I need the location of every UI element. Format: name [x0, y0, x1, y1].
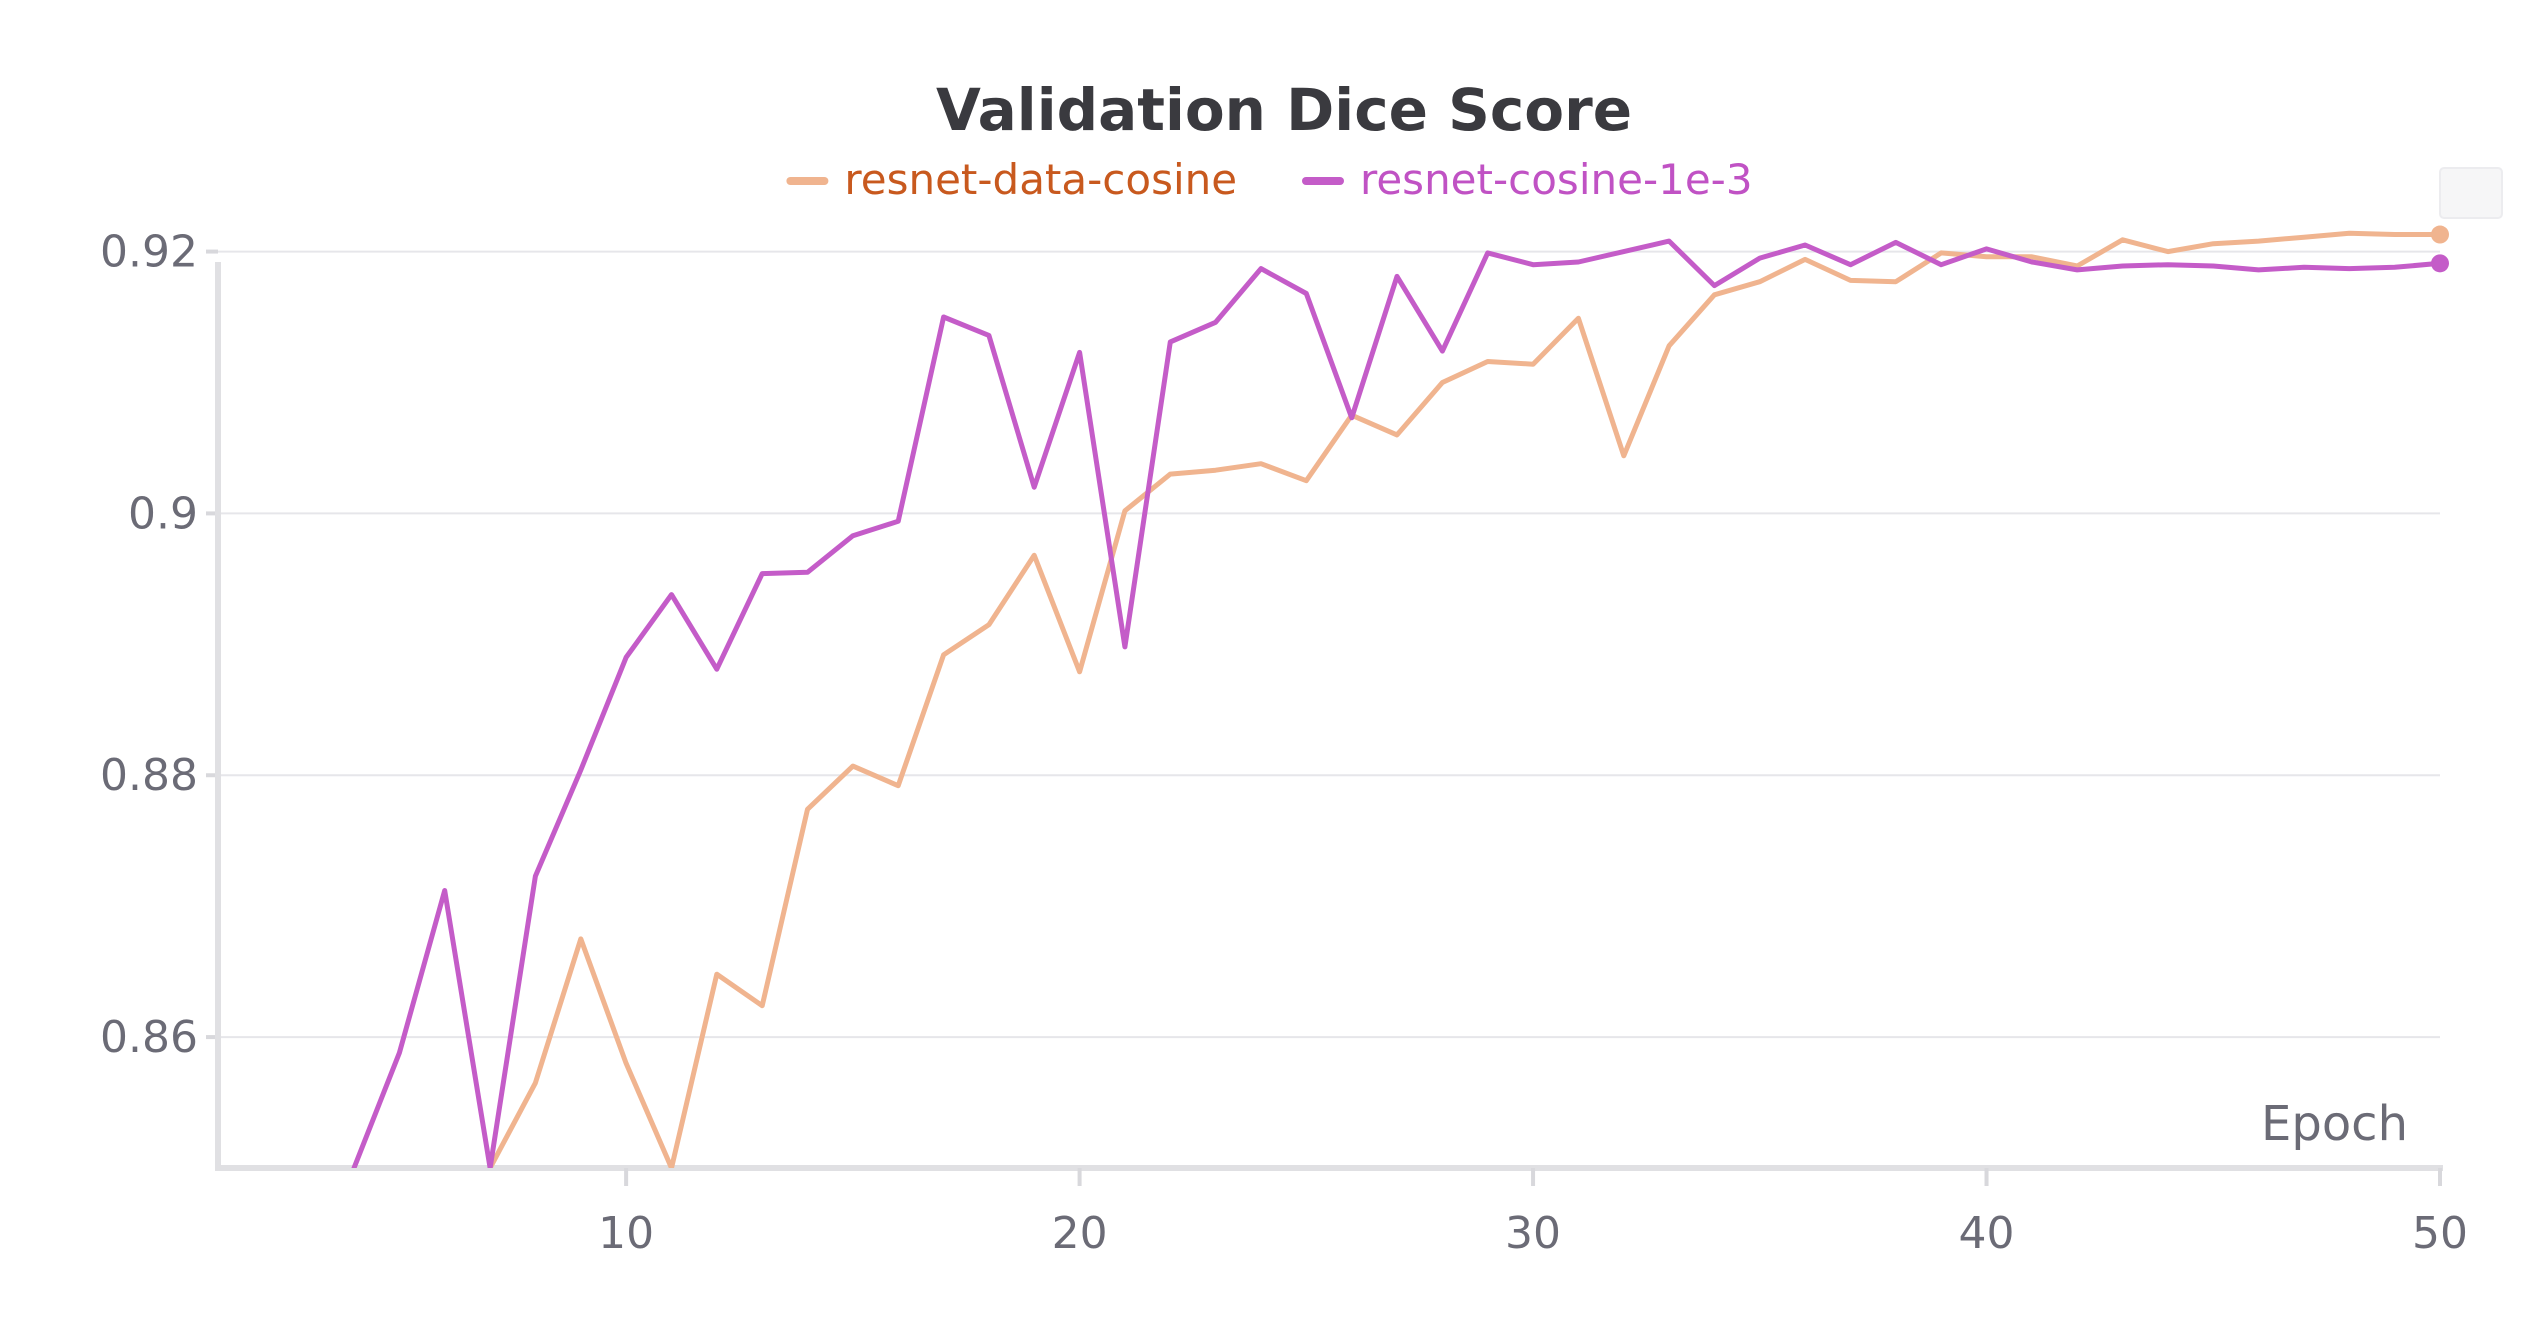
chart-menu-button[interactable]: [2439, 167, 2503, 219]
x-tick-label: 20: [1052, 1208, 1108, 1259]
legend-item-resnet-data-cosine[interactable]: resnet-data-cosine: [786, 155, 1237, 204]
chart-title: Validation Dice Score: [936, 76, 1632, 144]
x-axis-label: Epoch: [2261, 1096, 2408, 1152]
legend-item-resnet-cosine-1e-3[interactable]: resnet-cosine-1e-3: [1302, 155, 1753, 204]
grid-lines: [206, 249, 2440, 1040]
legend-label: resnet-data-cosine: [844, 155, 1237, 204]
x-tick-label: 30: [1505, 1208, 1561, 1259]
series-end-marker-resnet-cosine-1e-3: [2431, 254, 2449, 273]
x-tick-label: 10: [598, 1208, 654, 1259]
axes: [215, 262, 2443, 1186]
y-tick-label: 0.92: [100, 227, 198, 278]
legend[interactable]: resnet-data-cosine resnet-cosine-1e-3: [786, 155, 1753, 204]
series-line-resnet-data-cosine[interactable]: [487, 230, 2443, 1168]
series-line-resnet-cosine-1e-3[interactable]: [351, 238, 2443, 1168]
y-tick-label: 0.86: [100, 1012, 198, 1063]
legend-label: resnet-cosine-1e-3: [1360, 155, 1753, 204]
x-tick-label: 50: [2412, 1208, 2468, 1259]
series-end-marker-resnet-data-cosine: [2431, 225, 2449, 244]
y-tick-label: 0.88: [100, 750, 198, 801]
y-tick-label: 0.9: [128, 488, 198, 539]
tick-labels: 0.86 0.88 0.9 0.92 10 20 30 40 50: [100, 227, 2468, 1259]
series-lines[interactable]: [351, 230, 2443, 1168]
series-end-markers: [2431, 225, 2449, 273]
x-tick-label: 40: [1959, 1208, 2015, 1259]
